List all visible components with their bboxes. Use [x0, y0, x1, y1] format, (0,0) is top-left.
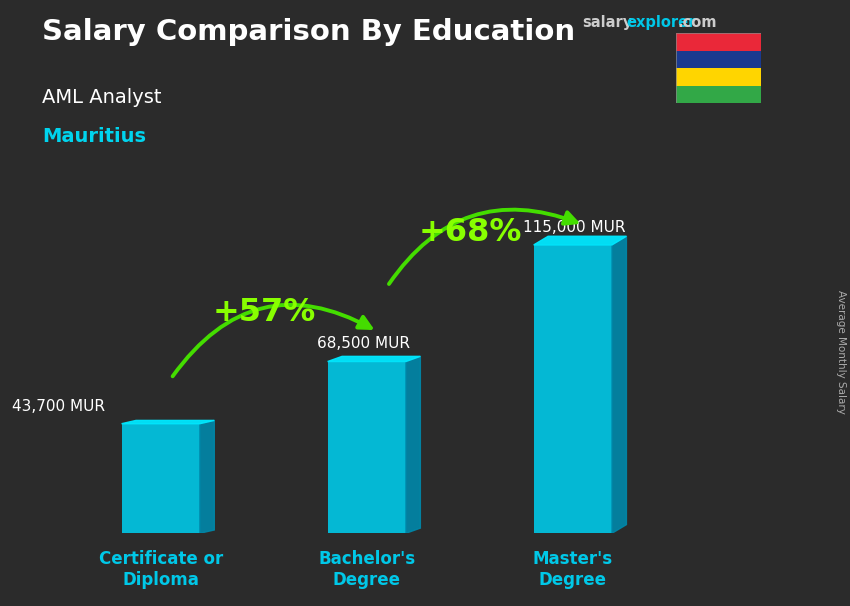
Bar: [676, 68, 761, 85]
Polygon shape: [200, 421, 214, 533]
Bar: [327, 362, 406, 533]
Text: Mauritius: Mauritius: [42, 127, 146, 146]
Polygon shape: [327, 356, 421, 362]
Text: explorer: explorer: [626, 15, 696, 30]
Text: AML Analyst: AML Analyst: [42, 88, 162, 107]
Polygon shape: [406, 356, 421, 533]
Text: +57%: +57%: [212, 297, 315, 328]
Text: 43,700 MUR: 43,700 MUR: [12, 399, 105, 414]
Text: +68%: +68%: [418, 217, 522, 248]
Text: .com: .com: [677, 15, 717, 30]
Text: 68,500 MUR: 68,500 MUR: [317, 336, 411, 351]
Bar: [122, 424, 200, 533]
Text: Average Monthly Salary: Average Monthly Salary: [836, 290, 846, 413]
Polygon shape: [612, 236, 626, 533]
Bar: [676, 33, 761, 51]
Bar: [534, 245, 612, 533]
Polygon shape: [534, 236, 626, 245]
Bar: [676, 51, 761, 68]
Bar: [676, 85, 761, 103]
Text: 115,000 MUR: 115,000 MUR: [524, 220, 626, 235]
Polygon shape: [122, 421, 214, 424]
Text: salary: salary: [582, 15, 632, 30]
Text: Salary Comparison By Education: Salary Comparison By Education: [42, 18, 575, 46]
